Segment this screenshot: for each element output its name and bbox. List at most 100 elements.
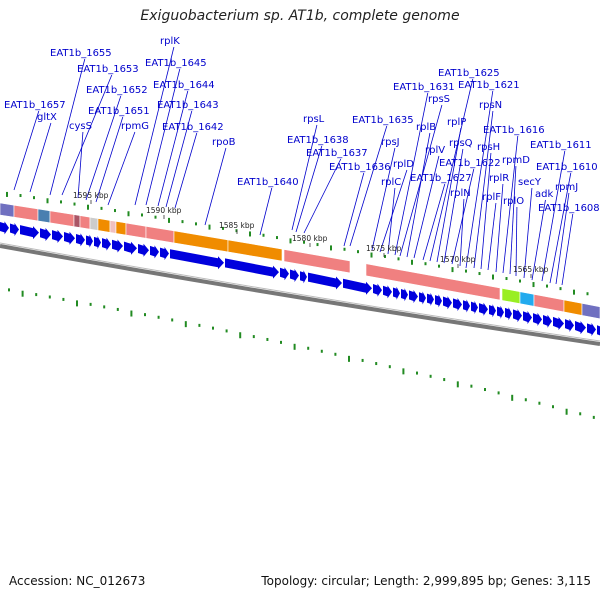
leader-line: [204, 147, 227, 226]
gene-arrow: [427, 292, 434, 306]
tick-mark: [35, 293, 38, 297]
leader-line: [480, 152, 492, 270]
tick-mark: [497, 391, 500, 395]
gene-arrow: [64, 231, 75, 245]
gene-label: rpsL: [303, 114, 325, 125]
gene-label: EAT1b_1625: [438, 68, 500, 79]
gene-arrow: [597, 325, 600, 336]
gene-arrow: [497, 305, 504, 319]
gene-label: EAT1b_1621: [458, 80, 520, 91]
tick-mark: [293, 343, 296, 350]
tick-mark: [46, 198, 49, 204]
tick-mark: [252, 335, 255, 339]
gene-label: rplN: [450, 188, 471, 199]
gene-label: EAT1b_1635: [352, 115, 414, 126]
leader-line: [49, 58, 86, 196]
tick-mark: [87, 204, 89, 210]
gene-arrow: [505, 307, 512, 321]
tick-mark: [443, 378, 446, 382]
genome-backbone-highlight: [0, 242, 600, 342]
gene-arrow: [489, 304, 496, 318]
tick-mark: [171, 318, 174, 322]
gene-label: secY: [518, 177, 542, 188]
tick-mark: [116, 307, 119, 311]
leader-line: [95, 116, 124, 203]
gene-label: EAT1b_1655: [50, 48, 112, 59]
gene-label: rplP: [447, 117, 466, 128]
gene-arrow: [533, 312, 542, 326]
scale-label: 1575 kbp: [366, 244, 402, 253]
tick-mark: [225, 329, 228, 333]
gene-arrow: [0, 221, 9, 235]
gene-arrow: [138, 243, 149, 257]
scale-label: 1585 kbp: [219, 221, 255, 230]
leader-line: [413, 155, 440, 259]
tick-mark: [303, 240, 305, 244]
leader-line: [523, 187, 533, 279]
feature-segment: [563, 299, 583, 316]
feature-segment: [533, 293, 565, 313]
feature-segment: [89, 216, 99, 231]
tick-mark: [19, 194, 22, 198]
gene-arrow: [523, 310, 532, 324]
leader-line: [29, 122, 52, 193]
gene-label: EAT1b_1637: [306, 148, 368, 159]
leader-line: [436, 127, 462, 263]
gene-label: adk: [535, 189, 553, 200]
gene-label: rplK: [160, 36, 180, 47]
tick-mark: [154, 215, 157, 219]
tick-mark: [451, 267, 454, 273]
leader-line: [13, 110, 40, 191]
tick-mark: [546, 284, 548, 288]
feature-segment: [79, 215, 91, 230]
leader-line: [259, 187, 273, 236]
tick-mark: [416, 371, 418, 375]
gene-label: EAT1b_1642: [162, 122, 224, 133]
gene-label: rpsQ: [449, 138, 473, 149]
tick-mark: [511, 394, 514, 401]
leader-line: [379, 169, 408, 253]
scale-label: 1590 kbp: [146, 206, 182, 215]
gene-arrow: [383, 285, 392, 299]
tick-mark: [424, 262, 427, 266]
tick-mark: [235, 229, 238, 233]
gene-label: EAT1b_1636: [329, 162, 391, 173]
leader-line: [487, 202, 497, 271]
gene-arrow: [102, 237, 111, 251]
tick-mark: [33, 196, 35, 200]
tick-mark: [361, 358, 364, 362]
gene-label: rpsN: [479, 100, 502, 111]
gene-arrow: [435, 294, 442, 308]
gene-label: EAT1b_1611: [530, 140, 592, 151]
leader-line: [107, 131, 136, 206]
tick-mark: [370, 252, 373, 258]
gene-arrow: [471, 300, 478, 314]
label-leaders: [13, 46, 574, 286]
gene-label: EAT1b_1643: [157, 100, 219, 111]
leader-line: [157, 90, 189, 207]
feature-segment: [49, 210, 75, 227]
gene-label: EAT1b_1652: [86, 85, 148, 96]
gene-arrow: [463, 299, 470, 313]
tick-mark: [565, 408, 568, 415]
leader-line: [495, 183, 504, 273]
gene-label: rplC: [381, 177, 401, 188]
gene-label: rpmJ: [555, 182, 578, 193]
tick-mark: [127, 211, 130, 217]
gene-arrow: [76, 233, 85, 247]
leader-line: [145, 68, 181, 206]
leader-line: [343, 172, 365, 247]
gene-arrow: [575, 321, 586, 335]
gene-arrow: [290, 269, 299, 283]
tick-mark: [330, 245, 332, 251]
tick-mark: [592, 415, 595, 419]
gene-label: rpsS: [428, 94, 450, 105]
gene-label: EAT1b_1638: [287, 135, 349, 146]
gene-label: gltX: [37, 112, 57, 123]
gene-arrow: [308, 272, 342, 290]
gene-label: EAT1b_1657: [4, 100, 66, 111]
tick-mark: [505, 277, 508, 281]
gene-arrow: [565, 318, 574, 332]
